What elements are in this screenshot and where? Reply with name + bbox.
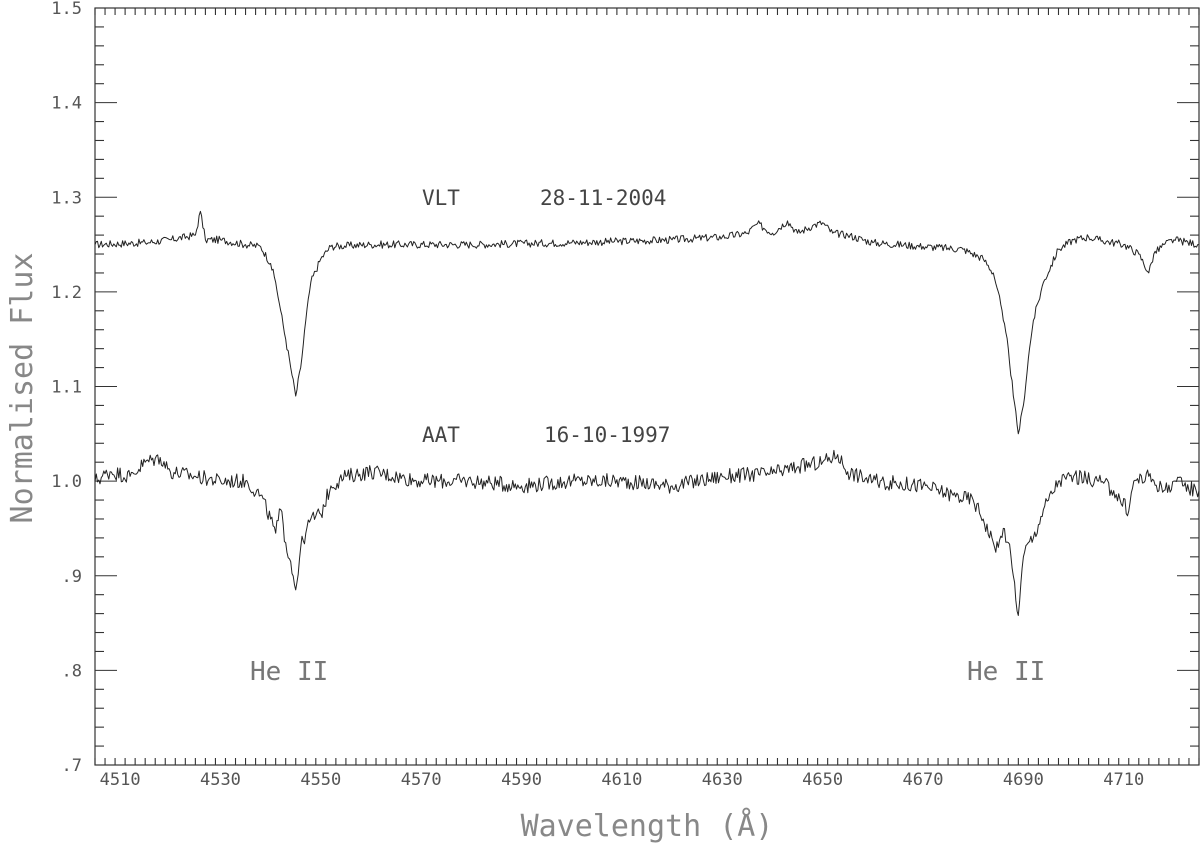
aat-instrument-label: AAT [422,423,460,447]
y-tick-label: 1.2 [51,283,82,303]
x-tick-label: 4530 [200,770,241,790]
y-tick-label: .9 [62,567,82,587]
x-tick-label: 4690 [1003,770,1044,790]
axis-ticks [94,7,1200,766]
series-group [94,210,1200,616]
vlt-instrument-label: VLT [422,186,460,210]
y-tick-label: 1.0 [51,472,82,492]
y-axis-label: Normalised Flux [5,253,40,524]
aat-date-label: 16-10-1997 [544,423,670,447]
x-tick-label: 4590 [501,770,542,790]
y-tick-label: .7 [62,756,82,776]
x-tick-label: 4510 [100,770,141,790]
x-tick-label: 4570 [401,770,442,790]
vlt-date-label: 28-11-2004 [540,186,666,210]
he-ii-right-label: He II [967,657,1045,687]
x-tick-label: 4610 [601,770,642,790]
y-tick-label: .8 [62,661,82,681]
x-tick-label: 4670 [903,770,944,790]
x-tick-label: 4630 [702,770,743,790]
he-ii-left-label: He II [250,657,328,687]
plot-frame [94,7,1200,766]
x-tick-label: 4650 [802,770,843,790]
y-tick-label: 1.1 [51,378,82,398]
x-tick-label: 4710 [1103,770,1144,790]
x-axis-label: Wavelength (Å) [521,808,774,843]
vlt-spectrum-line [94,210,1199,435]
y-tick-label: 1.5 [51,0,82,19]
axis-tick-labels: 4510 4530 4550 4570 4590 4610 4630 4650 4670 4690… [51,0,1144,790]
aat-spectrum-line [94,449,1200,616]
y-tick-label: 1.3 [51,188,82,208]
y-tick-label: 1.4 [51,94,82,114]
x-tick-label: 4550 [300,770,341,790]
